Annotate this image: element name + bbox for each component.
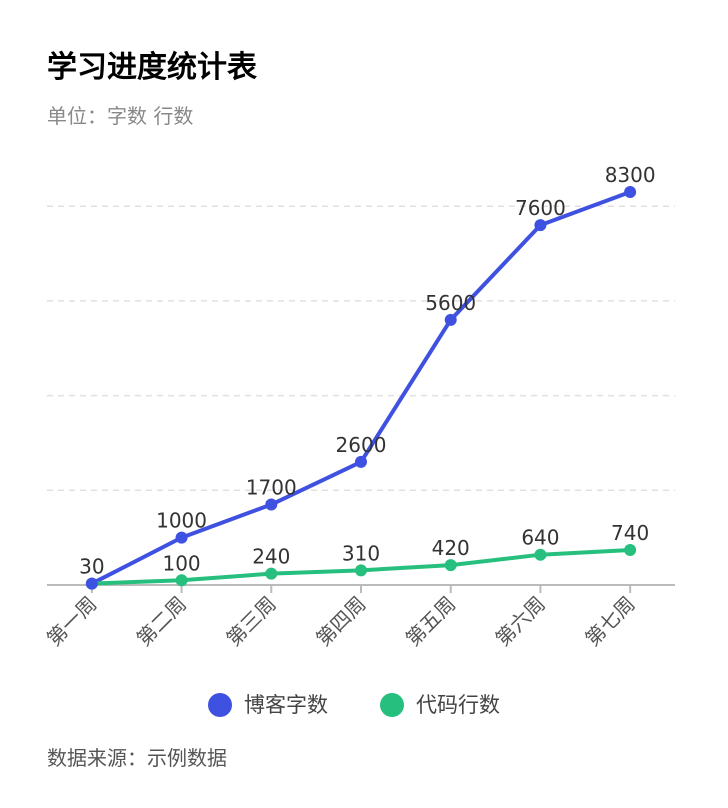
x-tick-label: 第二周 (132, 592, 191, 651)
data-point (85, 577, 98, 590)
data-label: 1000 (156, 509, 207, 533)
data-label: 2600 (336, 433, 387, 457)
data-point (355, 455, 367, 468)
data-label: 640 (521, 526, 559, 550)
data-label: 310 (342, 541, 380, 565)
x-tick-label: 第七周 (580, 592, 639, 651)
data-point (534, 548, 547, 561)
data-point (624, 543, 637, 556)
data-label: 30 (79, 555, 104, 579)
data-point (265, 567, 278, 580)
legend-marker (208, 693, 232, 717)
data-point (534, 219, 547, 232)
legend-label: 代码行数 (416, 693, 500, 717)
data-label: 5600 (425, 291, 476, 315)
x-tick-label: 第三周 (221, 592, 280, 651)
data-label: 7600 (515, 196, 566, 220)
data-point (175, 574, 188, 587)
data-point (355, 564, 367, 577)
data-label: 1700 (246, 476, 297, 500)
data-point (444, 559, 457, 572)
legend-label: 博客字数 (244, 693, 328, 717)
x-tick-label: 第五周 (401, 592, 460, 651)
data-point (265, 498, 278, 511)
data-point (444, 313, 457, 326)
data-label: 100 (162, 551, 200, 575)
data-label: 740 (611, 521, 649, 545)
legend-marker (380, 693, 404, 717)
x-tick-label: 第四周 (311, 592, 370, 651)
data-source: 数据来源：示例数据 (47, 746, 227, 770)
data-label: 8300 (605, 163, 656, 187)
chart-title: 学习进度统计表 (47, 50, 257, 85)
chart-subtitle: 单位：字数 行数 (47, 104, 194, 128)
data-point (624, 186, 637, 198)
x-tick-label: 第一周 (42, 592, 101, 651)
x-tick-label: 第六周 (491, 592, 550, 651)
data-label: 240 (252, 545, 290, 569)
data-label: 420 (432, 536, 470, 560)
data-point (175, 531, 188, 544)
